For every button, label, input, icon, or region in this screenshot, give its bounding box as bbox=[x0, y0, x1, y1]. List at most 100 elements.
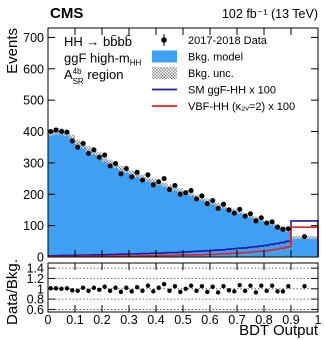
data-point bbox=[64, 129, 70, 135]
bkg-unc bbox=[150, 178, 156, 184]
ratio-point bbox=[59, 286, 64, 291]
y-tick-label: 1.4 bbox=[27, 262, 44, 276]
x-tick-label: 0.3 bbox=[120, 313, 137, 327]
x-tick-label: 0.1 bbox=[66, 313, 83, 327]
bkg-bar bbox=[290, 237, 319, 258]
bkg-unc bbox=[145, 177, 151, 182]
bkg-bar bbox=[150, 180, 157, 258]
bkg-unc bbox=[107, 159, 113, 165]
y-tick-label: 600 bbox=[23, 62, 44, 76]
bkg-bar bbox=[145, 179, 151, 258]
data-point bbox=[150, 182, 156, 188]
ratio-point bbox=[253, 290, 259, 295]
legend-label: Bkg. unc. bbox=[188, 68, 234, 80]
signal-step bbox=[252, 245, 259, 248]
y-tick-label: 100 bbox=[23, 219, 44, 233]
bkg-bar bbox=[236, 212, 243, 258]
x-tick-label: 0.6 bbox=[201, 313, 218, 327]
data-point bbox=[210, 198, 216, 204]
signal-step bbox=[268, 243, 275, 246]
bkg-unc bbox=[193, 194, 200, 199]
signal-step bbox=[247, 246, 254, 249]
annotation-sup: 4b bbox=[73, 67, 82, 76]
ratio-point bbox=[107, 288, 113, 294]
bkg-unc bbox=[231, 208, 237, 213]
data-point bbox=[129, 174, 135, 180]
ratio-point bbox=[129, 289, 134, 294]
data-point bbox=[118, 171, 124, 177]
x-tick-label: 0.9 bbox=[282, 313, 299, 327]
x-axis-label: BDT Output bbox=[239, 322, 319, 339]
data-point bbox=[269, 219, 275, 225]
data-point bbox=[275, 224, 280, 230]
annotation: ggF high-mHH bbox=[64, 51, 142, 68]
y-tick-label: 0.6 bbox=[27, 303, 44, 317]
plot-frame bbox=[47, 27, 319, 258]
chart-title: CMS bbox=[50, 5, 83, 22]
bkg-bar bbox=[118, 168, 124, 258]
bkg-bar bbox=[263, 221, 270, 258]
bkg-bar bbox=[80, 145, 86, 258]
bkg-bar bbox=[123, 170, 130, 258]
signal-step bbox=[257, 245, 264, 247]
data-point bbox=[188, 187, 194, 193]
bkg-unc bbox=[253, 216, 259, 220]
bkg-unc bbox=[188, 192, 194, 197]
ratio-point bbox=[237, 282, 242, 288]
data-point bbox=[302, 234, 307, 240]
ratio-point bbox=[188, 283, 194, 288]
data-point bbox=[258, 215, 264, 221]
annotation-text: HH → bb̄bb̄ bbox=[64, 34, 132, 49]
data-point bbox=[69, 138, 75, 144]
ratio-point bbox=[183, 286, 188, 291]
ratio-point bbox=[221, 284, 226, 289]
ratio-point bbox=[91, 285, 97, 290]
data-point bbox=[156, 179, 162, 185]
bkg-unc bbox=[215, 203, 221, 207]
data-point bbox=[134, 169, 140, 175]
bkg-bar bbox=[182, 192, 189, 258]
bkg-bar bbox=[161, 184, 167, 258]
legend-symbol bbox=[152, 67, 177, 79]
bkg-bar bbox=[101, 158, 108, 258]
signal-step bbox=[284, 240, 291, 243]
bkg-bar bbox=[69, 137, 76, 258]
ratio-point bbox=[140, 288, 145, 294]
bkg-unc bbox=[118, 165, 124, 171]
ratio-point bbox=[113, 285, 118, 290]
ratio-point bbox=[302, 284, 307, 289]
annotation: A4b SR region bbox=[64, 67, 123, 86]
ratio-point bbox=[172, 284, 178, 289]
data-point bbox=[172, 182, 178, 188]
y-tick-label: 1 bbox=[37, 282, 44, 296]
bkg-bar bbox=[166, 186, 173, 258]
y-tick-label: 700 bbox=[23, 31, 44, 45]
signal-step bbox=[279, 247, 286, 250]
data-point bbox=[215, 205, 221, 211]
ratio-point bbox=[97, 287, 102, 293]
bkg-bar bbox=[199, 198, 205, 258]
data-point bbox=[140, 177, 145, 183]
bkg-bar bbox=[85, 148, 92, 258]
signal-step bbox=[225, 248, 232, 250]
signal-step bbox=[263, 249, 270, 252]
legend-label: VBF-HH (κ₂ᵥ=2) x 100 bbox=[188, 101, 295, 113]
data-point bbox=[102, 152, 108, 158]
bkg-bar bbox=[274, 225, 281, 258]
ratio-point bbox=[118, 289, 124, 295]
ratio-y-axis-label: Data/Bkg. bbox=[4, 259, 21, 325]
data-point bbox=[86, 150, 91, 156]
y-tick-label: 200 bbox=[23, 188, 44, 202]
ratio-point bbox=[210, 284, 215, 289]
ratio-point bbox=[280, 289, 286, 294]
ratio-point bbox=[226, 288, 232, 293]
bkg-bar bbox=[58, 131, 65, 258]
ratio-point bbox=[161, 281, 167, 287]
legend-symbol bbox=[161, 37, 167, 43]
bkg-bar bbox=[242, 214, 248, 258]
ratio-point bbox=[145, 283, 151, 288]
bkg-bar bbox=[128, 172, 135, 258]
data-point bbox=[221, 201, 226, 207]
data-point bbox=[167, 187, 172, 193]
